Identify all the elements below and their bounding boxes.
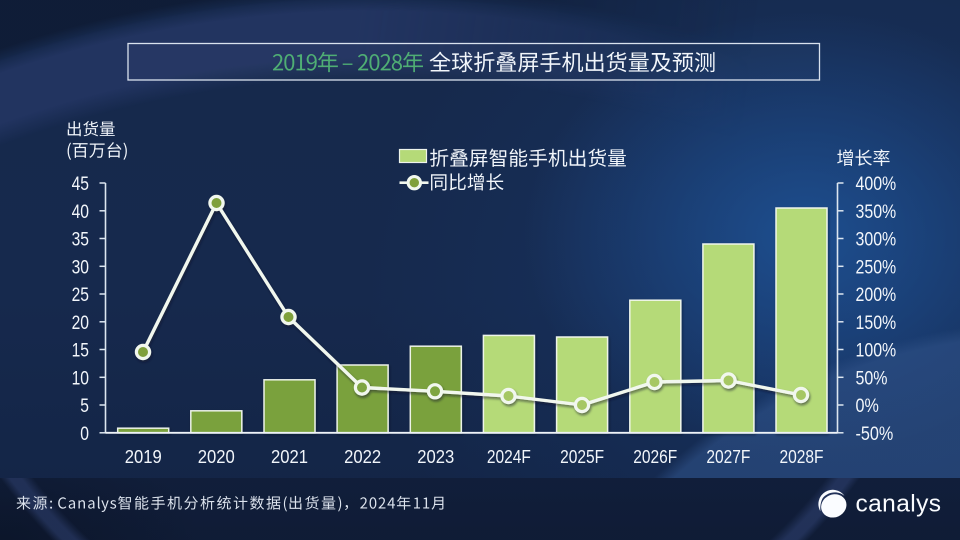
svg-text:30: 30 (72, 257, 89, 278)
svg-text:2028F: 2028F (780, 446, 824, 467)
svg-text:2019: 2019 (125, 446, 162, 467)
svg-text:25: 25 (72, 285, 89, 306)
svg-text:2023: 2023 (417, 446, 454, 467)
svg-text:15: 15 (72, 341, 89, 362)
svg-text:0: 0 (80, 424, 89, 445)
svg-text:2021: 2021 (271, 446, 308, 467)
svg-text:50%: 50% (856, 368, 888, 389)
svg-text:canalys: canalys (856, 491, 942, 518)
svg-text:2026F: 2026F (633, 446, 677, 467)
svg-text:250%: 250% (856, 257, 897, 278)
svg-text:300%: 300% (856, 230, 897, 251)
svg-text:2020: 2020 (198, 446, 235, 467)
svg-text:2025F: 2025F (560, 446, 604, 467)
svg-text:2022: 2022 (344, 446, 381, 467)
svg-text:35: 35 (72, 230, 89, 251)
svg-text:100%: 100% (856, 341, 897, 362)
svg-text:-50%: -50% (856, 424, 894, 445)
svg-text:40: 40 (72, 202, 89, 223)
svg-text:400%: 400% (856, 174, 897, 195)
svg-text:2024F: 2024F (487, 446, 531, 467)
svg-text:200%: 200% (856, 285, 897, 306)
svg-text:45: 45 (72, 174, 89, 195)
svg-text:2027F: 2027F (706, 446, 750, 467)
svg-text:5: 5 (80, 396, 89, 417)
svg-text:350%: 350% (856, 202, 897, 223)
svg-text:20: 20 (72, 313, 89, 334)
svg-text:0%: 0% (856, 396, 879, 417)
svg-text:150%: 150% (856, 313, 897, 334)
svg-text:10: 10 (72, 368, 89, 389)
